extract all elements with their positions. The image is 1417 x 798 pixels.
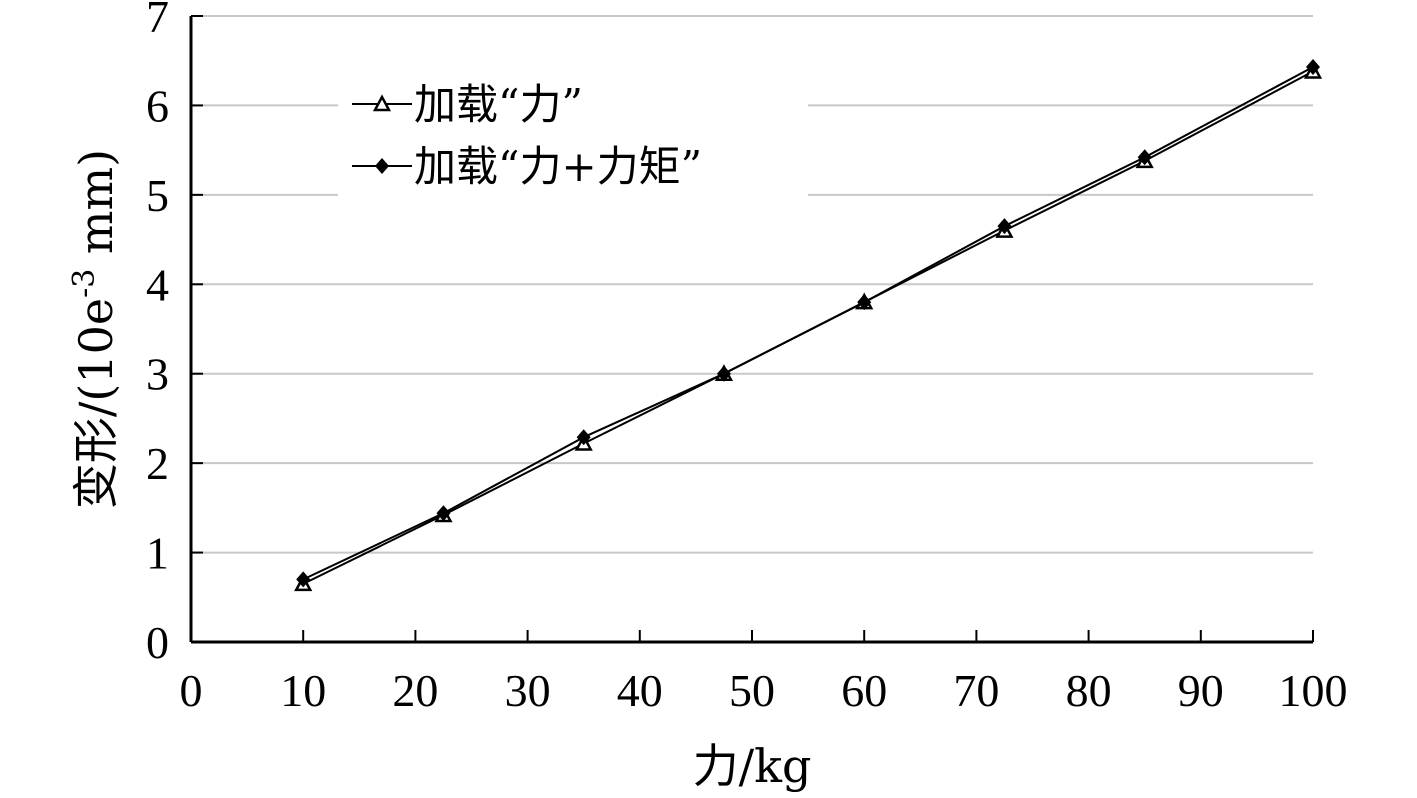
y-tick-label-0: 0 — [146, 617, 169, 668]
x-tick-label-2: 20 — [392, 665, 438, 716]
legend-label-2: 加载“力+力矩” — [414, 142, 702, 191]
y-axis-title-superscript: -3 — [67, 269, 102, 298]
x-tick-label-3: 30 — [505, 665, 551, 716]
series-2-point-0 — [296, 571, 311, 588]
y-axis-title-tail: mm) — [69, 149, 123, 269]
legend-entry-1: 加载“力” — [352, 80, 583, 129]
legend-triangle-marker-icon — [372, 94, 392, 112]
series-group — [294, 58, 1323, 592]
y-tick-label-7: 7 — [146, 0, 169, 42]
series-2-line — [302, 66, 1314, 581]
series-2-point-6 — [1137, 149, 1152, 166]
series-2-point-7 — [1306, 58, 1320, 75]
series-2-point-4 — [857, 294, 872, 311]
x-tick-label-4: 40 — [617, 665, 663, 716]
legend-label-1: 加载“力” — [414, 80, 583, 129]
x-tick-label-6: 60 — [841, 665, 887, 716]
y-tick-labels: 0 1 2 3 4 5 6 7 — [146, 0, 169, 668]
axes — [189, 15, 1314, 644]
y-axis-title-main: 变形/(10e — [69, 298, 123, 509]
legend-entry-2: 加载“力+力矩” — [352, 142, 702, 191]
x-tick-label-9: 90 — [1178, 665, 1224, 716]
y-tick-label-4: 4 — [146, 259, 169, 310]
y-tick-label-1: 1 — [146, 528, 169, 579]
legend: 加载“力” 加载“力+力矩” — [338, 68, 808, 208]
y-tick-label-3: 3 — [146, 349, 169, 400]
x-tick-label-0: 0 — [180, 665, 203, 716]
y-axis-title: 变形/(10e-3 mm) — [67, 149, 123, 509]
legend-background — [338, 68, 808, 208]
x-tick-label-7: 70 — [953, 665, 999, 716]
series-2-point-2 — [576, 429, 591, 446]
legend-diamond-marker-icon — [375, 158, 389, 174]
y-tick-label-2: 2 — [146, 438, 169, 489]
x-tick-label-1: 10 — [280, 665, 326, 716]
series-2-point-1 — [436, 505, 451, 522]
x-tick-label-10: 100 — [1279, 665, 1348, 716]
x-axis-title: 力/kg — [693, 739, 812, 793]
x-tick-label-8: 80 — [1066, 665, 1112, 716]
x-tick-label-5: 50 — [729, 665, 775, 716]
series-2-point-3 — [716, 365, 731, 382]
x-tick-labels: 0 10 20 30 40 50 60 70 80 90 100 — [180, 665, 1348, 716]
y-tick-label-5: 5 — [146, 170, 169, 221]
y-tick-label-6: 6 — [146, 80, 169, 131]
series-2-point-5 — [997, 218, 1012, 235]
